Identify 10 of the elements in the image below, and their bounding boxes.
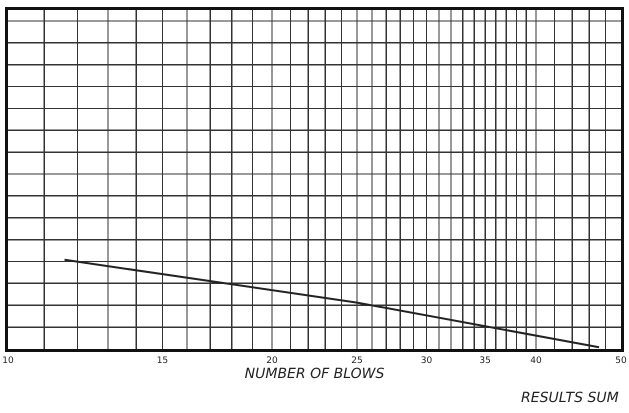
x-axis-title: NUMBER OF BLOWS bbox=[244, 366, 384, 382]
x-tick-label: 30 bbox=[420, 356, 432, 366]
x-tick-label: 50 bbox=[615, 356, 627, 366]
x-tick-label: 25 bbox=[351, 356, 363, 366]
x-tick-label: 35 bbox=[479, 356, 491, 366]
x-tick-label: 20 bbox=[266, 356, 278, 366]
x-tick-label: 10 bbox=[2, 356, 14, 366]
x-tick-label: 40 bbox=[530, 356, 542, 366]
x-tick-label: 15 bbox=[156, 356, 168, 366]
text: RESULTS SUM bbox=[521, 390, 619, 406]
